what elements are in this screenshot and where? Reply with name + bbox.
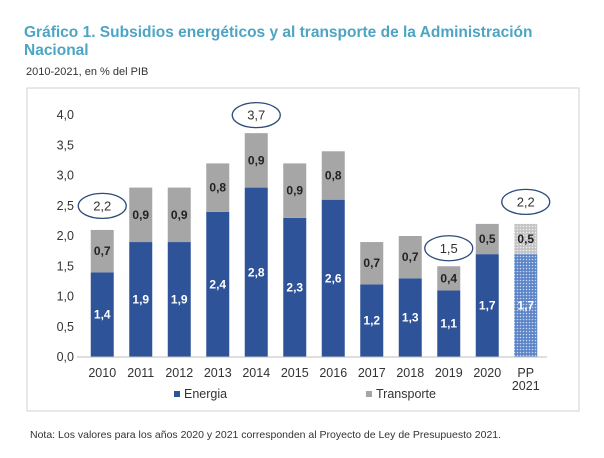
data-label-transporte: 0,9 <box>248 153 265 167</box>
y-tick-label: 1,5 <box>57 259 74 273</box>
total-callout-label: 3,7 <box>247 108 265 123</box>
bar-transporte <box>437 266 461 291</box>
legend-swatch-energia <box>174 391 180 397</box>
total-callout-label: 1,5 <box>440 241 458 256</box>
total-callout-ellipse <box>231 102 281 129</box>
x-tick-label: 2017 <box>358 366 386 380</box>
chart-subtitle: 2010-2021, en % del PIB <box>26 66 149 78</box>
x-tick-label: 2021 <box>512 379 540 393</box>
total-callout-ellipse <box>501 188 551 216</box>
data-label-transporte: 0,4 <box>440 271 457 285</box>
total-callout-label: 2,2 <box>517 194 535 209</box>
data-label-transporte: 0,9 <box>286 184 303 198</box>
bar-energia <box>90 272 114 357</box>
footnote: Nota: Los valores para los años 2020 y 2… <box>30 429 502 441</box>
data-label-energia: 2,3 <box>286 280 303 294</box>
x-tick-label: 2015 <box>281 366 309 380</box>
data-label-transporte: 0,7 <box>94 244 111 258</box>
bar-energia <box>129 242 153 357</box>
bar-energia <box>475 254 499 357</box>
bar-energia <box>206 211 230 357</box>
total-callout-ellipse <box>77 192 127 220</box>
data-label-transporte: 0,8 <box>209 181 226 195</box>
data-label-energia: 2,6 <box>325 271 342 285</box>
x-tick-label: 2016 <box>319 366 347 380</box>
bar-transporte <box>283 163 307 218</box>
chart-title: Gráfico 1. Subsidios energéticos y al tr… <box>24 24 533 59</box>
bar-energia <box>321 199 345 357</box>
bar-transporte <box>475 223 499 255</box>
y-tick-label: 2,0 <box>57 229 74 243</box>
total-callout-ellipse <box>424 235 474 262</box>
x-tick-label: 2018 <box>396 366 424 380</box>
bar-transporte <box>129 187 153 243</box>
y-tick-label: 3,0 <box>57 169 74 183</box>
legend-swatch-transporte <box>366 391 372 397</box>
bar-transporte <box>321 151 345 200</box>
bar-energia <box>244 187 268 357</box>
data-label-transporte: 0,7 <box>363 256 380 270</box>
data-label-energia: 1,7 <box>517 299 534 313</box>
legend-label-transporte: Transporte <box>376 387 436 401</box>
x-tick-label: 2011 <box>127 366 154 380</box>
data-label-transporte: 0,5 <box>479 232 496 246</box>
chart-frame <box>26 87 580 412</box>
x-tick-label: 2020 <box>473 366 501 380</box>
data-label-energia: 2,4 <box>209 277 226 291</box>
data-label-energia: 1,4 <box>94 308 111 322</box>
bar-energia <box>398 278 422 357</box>
bar-energia <box>514 254 538 357</box>
y-tick-label: 3,5 <box>57 138 74 152</box>
bar-transporte <box>206 163 230 212</box>
data-label-transporte: 0,9 <box>171 208 188 222</box>
bar-energia <box>283 217 307 357</box>
data-label-transporte: 0,5 <box>517 232 534 246</box>
y-tick-label: 0,0 <box>57 350 74 364</box>
bar-transporte <box>514 223 538 255</box>
bar-energia <box>437 290 461 357</box>
data-label-transporte: 0,9 <box>132 208 149 222</box>
bar-transporte <box>90 229 114 273</box>
y-tick-label: 4,0 <box>57 108 74 122</box>
data-label-energia: 1,3 <box>402 311 419 325</box>
data-label-energia: 1,9 <box>171 293 188 307</box>
x-tick-label: 2014 <box>242 366 270 380</box>
x-tick-label: 2013 <box>204 366 232 380</box>
x-tick-label: 2019 <box>435 366 463 380</box>
bar-transporte <box>167 187 191 243</box>
y-tick-label: 1,0 <box>57 290 74 304</box>
data-label-energia: 2,8 <box>248 265 265 279</box>
data-label-energia: 1,9 <box>132 293 149 307</box>
bar-energia <box>360 284 384 357</box>
data-label-transporte: 0,7 <box>402 250 419 264</box>
bar-transporte <box>398 236 422 279</box>
data-label-energia: 1,2 <box>363 314 380 328</box>
bar-energia <box>167 242 191 357</box>
y-tick-label: 2,5 <box>57 199 74 213</box>
legend-label-energia: Energia <box>184 387 227 401</box>
x-tick-label: 2010 <box>88 366 116 380</box>
x-tick-label: 2012 <box>165 366 193 380</box>
data-label-energia: 1,1 <box>440 317 457 331</box>
y-tick-label: 0,5 <box>57 320 74 334</box>
bar-transporte <box>244 133 268 188</box>
total-callout-label: 2,2 <box>93 198 111 213</box>
bar-transporte <box>360 242 384 285</box>
data-label-energia: 1,7 <box>479 299 496 313</box>
x-tick-label: PP <box>517 366 534 380</box>
data-label-transporte: 0,8 <box>325 169 342 183</box>
